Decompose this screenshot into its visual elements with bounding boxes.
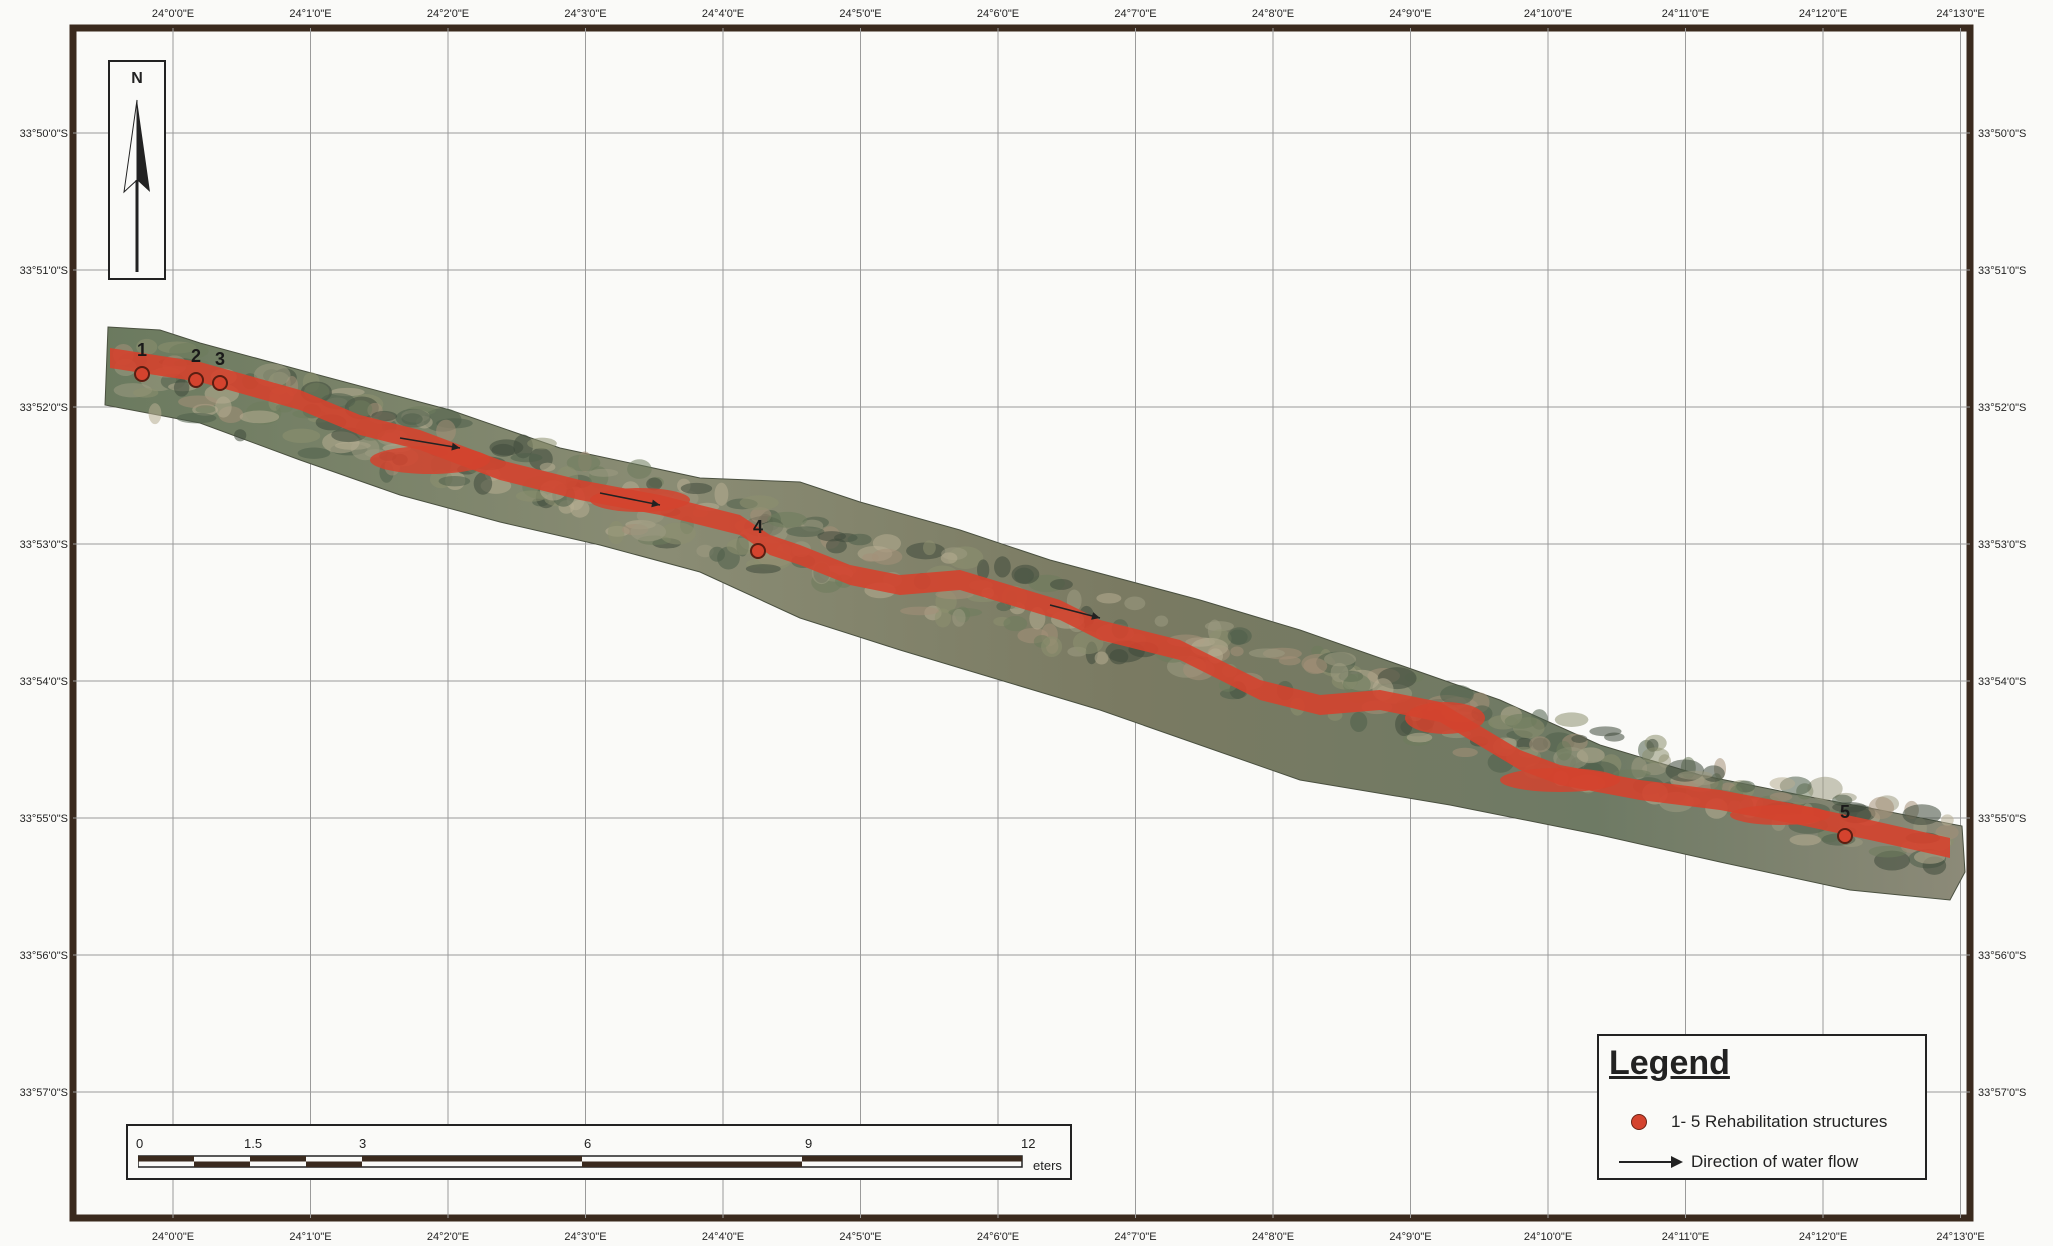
longitude-label-bottom: 24°6'0"E [977,1231,1019,1243]
structure-marker [750,543,766,559]
longitude-label-top: 24°6'0"E [977,8,1019,20]
structure-marker [212,375,228,391]
structure-number-label: 3 [215,349,225,369]
longitude-label-bottom: 24°13'0"E [1936,1231,1984,1243]
longitude-label-top: 24°10'0"E [1524,8,1572,20]
latitude-label-right: 33°52'0"S [1978,402,2026,414]
flow-arrow-line [1049,604,1101,619]
structure-number-label: 4 [753,517,763,537]
latitude-label-left: 33°50'0"S [20,128,68,140]
structure-marker [188,372,204,388]
legend: Legend 1- 5 Rehabilitation structures Di… [1597,1034,1927,1180]
longitude-label-top: 24°0'0"E [152,8,194,20]
longitude-label-bottom: 24°4'0"E [702,1231,744,1243]
flow-arrowhead [451,442,460,451]
river-pool [1405,702,1485,734]
longitude-label-bottom: 24°2'0"E [427,1231,469,1243]
latitude-label-left: 33°52'0"S [20,402,68,414]
longitude-label-top: 24°5'0"E [839,8,881,20]
latitude-label-right: 33°55'0"S [1978,813,2026,825]
longitude-label-bottom: 24°1'0"E [289,1231,331,1243]
latitude-label-right: 33°53'0"S [1978,539,2026,551]
coordinate-labels: 24°0'0"E 24°1'0"E 24°2'0"E 24°3'0"E 24°4'0"E… [20,8,2027,1243]
latitude-label-right: 33°50'0"S [1978,128,2026,140]
structure-marker [1837,828,1853,844]
longitude-label-bottom: 24°0'0"E [152,1231,194,1243]
longitude-label-bottom: 24°11'0"E [1662,1231,1710,1243]
latitude-label-left: 33°57'0"S [20,1087,68,1099]
longitude-label-top: 24°13'0"E [1936,8,1984,20]
river-pool [1730,805,1830,825]
river-channel [110,348,1950,858]
flow-arrows [399,437,1101,620]
scale-tick-label: 1.5 [244,1136,263,1151]
legend-item-structures: 1- 5 Rehabilitation structures [1619,1112,1887,1132]
longitude-label-top: 24°8'0"E [1252,8,1294,20]
scale-tick-label: 6 [584,1136,592,1151]
longitude-label-bottom: 24°8'0"E [1252,1231,1294,1243]
longitude-label-bottom: 24°5'0"E [839,1231,881,1243]
structure-dot-icon [1631,1114,1647,1130]
longitude-label-bottom: 24°9'0"E [1389,1231,1431,1243]
flow-arrow-icon [1619,1156,1683,1168]
scale-tick-label: 12 [1021,1136,1036,1151]
north-arrow-icon [123,99,150,272]
latitude-label-left: 33°51'0"S [20,265,68,277]
longitude-label-top: 24°12'0"E [1799,8,1847,20]
longitude-label-top: 24°7'0"E [1114,8,1156,20]
longitude-label-bottom: 24°3'0"E [564,1231,606,1243]
river-body [110,348,1950,858]
scale-bar: 0 1.5 3 6 9 12 eters [126,1124,1072,1180]
longitude-label-top: 24°3'0"E [564,8,606,20]
flow-arrow-line [399,437,461,449]
legend-structures-label: 1- 5 Rehabilitation structures [1671,1112,1888,1131]
flow-arrowhead [651,499,660,508]
latitude-label-right: 33°57'0"S [1978,1087,2026,1099]
scale-tick-label: 9 [805,1136,813,1151]
longitude-label-bottom: 24°12'0"E [1799,1231,1847,1243]
longitude-label-bottom: 24°10'0"E [1524,1231,1572,1243]
north-label: N [131,70,143,87]
river-pool [590,488,690,512]
latitude-label-left: 33°54'0"S [20,676,68,688]
scale-tick-label: 0 [136,1136,144,1151]
latitude-label-left: 33°56'0"S [20,950,68,962]
north-arrow: N [108,60,166,280]
legend-item-flow: Direction of water flow [1619,1152,1858,1172]
flow-arrow-line [599,492,661,506]
structure-markers: 1 2 345 [134,340,1853,844]
longitude-label-top: 24°2'0"E [427,8,469,20]
longitude-label-bottom: 24°7'0"E [1114,1231,1156,1243]
legend-title: Legend [1609,1044,1730,1082]
longitude-label-top: 24°4'0"E [702,8,744,20]
legend-flow-label: Direction of water flow [1691,1152,1859,1171]
structure-number-label: 5 [1840,802,1850,822]
scale-tick-label: 3 [359,1136,367,1151]
structure-number-label: 1 [137,340,147,360]
longitude-label-top: 24°9'0"E [1389,8,1431,20]
flow-arrowhead [1091,612,1100,620]
latitude-label-right: 33°51'0"S [1978,265,2026,277]
latitude-label-right: 33°56'0"S [1978,950,2026,962]
river-pool [370,446,490,474]
map-frame [69,24,1974,1222]
latitude-label-left: 33°55'0"S [20,813,68,825]
scale-segments [138,1155,1023,1168]
structure-marker [134,366,150,382]
river-pool [1500,768,1620,792]
longitude-label-top: 24°1'0"E [289,8,331,20]
longitude-label-top: 24°11'0"E [1662,8,1710,20]
structure-number-label: 2 [191,346,201,366]
latitude-label-left: 33°53'0"S [20,539,68,551]
latitude-label-right: 33°54'0"S [1978,676,2026,688]
scale-unit-label: eters [1033,1158,1062,1173]
